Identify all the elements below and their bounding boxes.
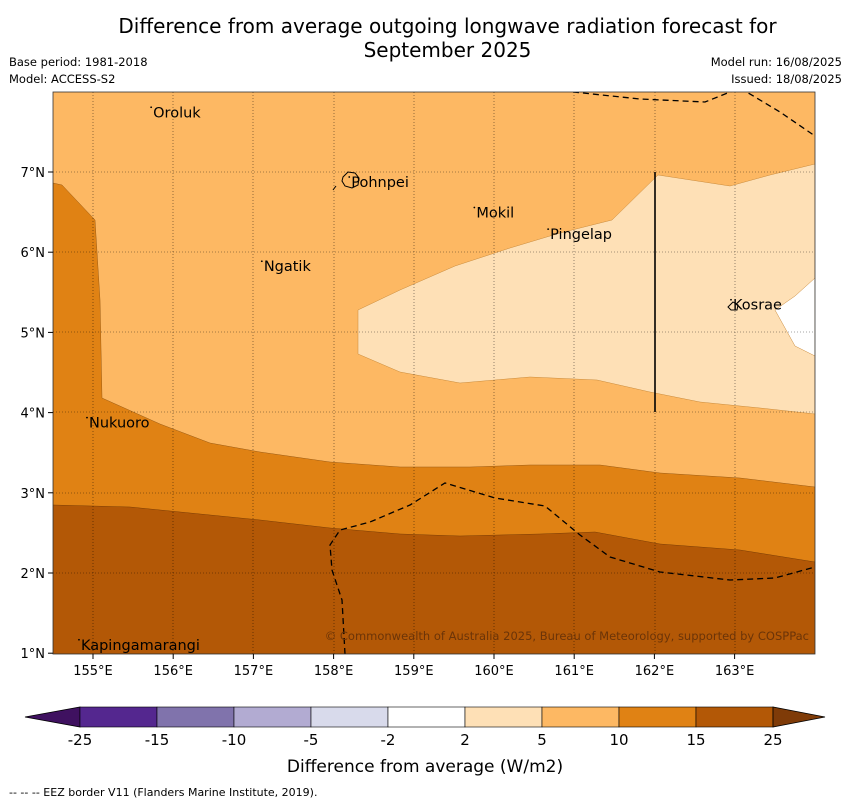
colorbar-tick-label: 25 [763,731,782,749]
latitude-ticks: 7°N 6°N 5°N 4°N 3°N 2°N 1°N [21,166,53,662]
colorbar-segment [387,706,466,728]
meta-right: Model run: 16/08/2025 Issued: 18/08/2025 [711,54,842,88]
colorbar-tick-label: 5 [537,731,547,749]
colorbar-tick-label: 15 [686,731,705,749]
colorbar-segment [310,706,389,728]
colorbar-tick-label: -5 [304,731,319,749]
colorbar-tick-label: -2 [381,731,396,749]
issued-date: Issued: 18/08/2025 [731,72,842,86]
lat-tick-label: 1°N [21,647,46,662]
band-15-25 [53,504,815,654]
place-marker [86,416,88,419]
colorbar-segment [618,706,697,728]
place-marker [730,298,732,301]
meta-left: Base period: 1981-2018 Model: ACCESS-S2 [9,54,148,88]
lon-tick-label: 161°E [554,664,594,679]
place-label: Pingelap [550,227,612,243]
lon-tick-label: 162°E [635,664,675,679]
place-label: Mokil [476,206,514,222]
colorbar-label: Difference from average (W/m2) [287,757,563,777]
copyright-text: © Commonwealth of Australia 2025, Bureau… [325,629,809,643]
lon-tick-label: 163°E [715,664,755,679]
colorbar-extend-min [24,706,81,728]
base-period: Base period: 1981-2018 [9,55,148,69]
colorbar-segment [156,706,235,728]
place-label: Kapingamarangi [81,638,200,654]
lat-tick-label: 6°N [21,246,46,261]
lat-tick-label: 3°N [21,487,46,502]
place-marker [150,106,153,109]
place-marker [473,206,476,209]
gridlines [53,92,815,654]
lon-tick-label: 156°E [153,664,193,679]
map-area[interactable]: Oroluk Pohnpei Mokil Pingelap Ngatik Kosrae Nu… [53,88,815,654]
longitude-ticks: 155°E 156°E 157°E 158°E 159°E 160°E 161°E 162°E… [73,654,754,679]
title-line-1: Difference from average outgoing longwav… [118,14,777,38]
kosrae-island [727,301,739,311]
place-label: Kosrae [733,298,782,314]
place-label: Nukuoro [89,416,150,432]
lon-tick-label: 160°E [474,664,514,679]
lat-tick-label: 4°N [21,407,46,422]
colorbar: -25 -15 -10 -5 -2 2 5 10 15 25 [24,706,826,749]
place-label: Ngatik [264,259,312,275]
colorbar-tick-label: -10 [222,731,247,749]
colorbar-tick-label: 10 [609,731,628,749]
eez-borders [329,92,815,654]
lat-tick-label: 2°N [21,567,46,582]
place-marker [348,176,351,178]
band-2-5 [357,163,815,415]
place-marker [78,638,80,641]
place-marker [547,228,550,231]
lon-tick-label: 155°E [73,664,113,679]
model-name: Model: ACCESS-S2 [9,72,116,86]
colorbar-segment [233,706,312,728]
chart-title: Difference from average outgoing longwav… [60,14,835,62]
colorbar-segment [79,706,158,728]
colorbar-segment [695,706,774,728]
place-labels: Oroluk Pohnpei Mokil Pingelap Ngatik Kosrae Nu… [78,105,782,654]
title-line-2: September 2025 [363,38,532,62]
place-label: Pohnpei [351,175,409,191]
colorbar-segment [464,706,543,728]
colorbar-tick-label: 2 [460,731,470,749]
pohnpei-island [341,171,360,189]
lat-tick-label: 7°N [21,166,46,181]
lon-tick-label: 157°E [234,664,274,679]
colorbar-segment [541,706,620,728]
place-label: Oroluk [153,105,201,121]
colorbar-tick-label: -25 [68,731,93,749]
band-neutral [774,277,815,357]
lon-tick-label: 159°E [394,664,434,679]
colorbar-extend-max [772,706,826,728]
model-run: Model run: 16/08/2025 [710,55,842,69]
ant-atoll [332,185,337,191]
colorbar-tick-label: -15 [145,731,170,749]
lat-tick-label: 5°N [21,326,46,341]
place-marker [260,260,263,263]
map-frame [52,91,816,655]
footnote: -- -- -- EEZ border V11 (Flanders Marine… [9,786,318,799]
lon-tick-label: 158°E [314,664,354,679]
